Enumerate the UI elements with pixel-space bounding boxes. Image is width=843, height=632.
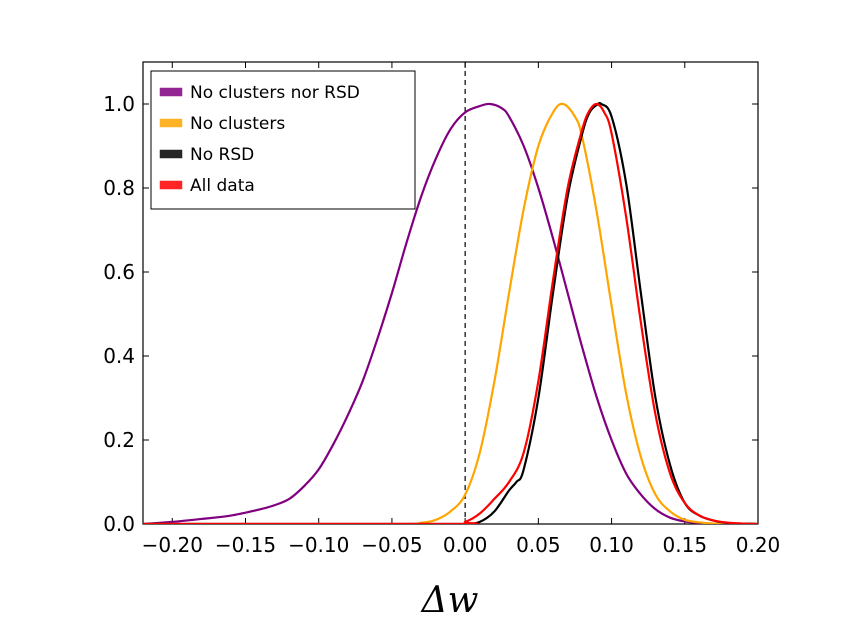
legend-swatch-all-data [159, 180, 183, 190]
legend-swatch-no-rsd [159, 149, 183, 159]
series-line-no-clusters-nor-rsd [143, 102, 758, 524]
y-tick-label: 0.8 [103, 176, 135, 200]
legend-label-no-clusters-nor-rsd: No clusters nor RSD [190, 83, 360, 103]
legend-label-no-rsd: No RSD [190, 145, 254, 165]
legend-label-no-clusters: No clusters [190, 114, 285, 134]
x-tick-label: −0.05 [361, 533, 422, 557]
legend-swatch-no-clusters-nor-rsd [159, 87, 183, 97]
x-tick-label: −0.15 [215, 533, 276, 557]
y-tick-label: 0.2 [103, 428, 135, 452]
x-tick-label: 0.00 [443, 533, 488, 557]
x-tick-label: 0.10 [589, 533, 634, 557]
x-tick-label: −0.10 [288, 533, 349, 557]
y-tick-label: 0.0 [103, 512, 135, 536]
y-tick-label: 0.4 [103, 344, 135, 368]
series-line-no-clusters [143, 102, 758, 524]
axis-tick-labels: −0.20 −0.15 −0.10 −0.05 0.00 0.05 0.10 0.15 0.20… [103, 92, 780, 557]
y-tick-label: 1.0 [103, 92, 135, 116]
x-tick-label: 0.20 [736, 533, 781, 557]
y-tick-label: 0.6 [103, 260, 135, 284]
legend: No clusters nor RSD No clusters No RSD All … [150, 70, 416, 210]
x-tick-label: −0.20 [142, 533, 203, 557]
x-tick-label: 0.15 [663, 533, 708, 557]
legend-label-all-data: All data [190, 176, 255, 196]
x-tick-label: 0.05 [516, 533, 561, 557]
legend-entries: No clusters nor RSD No clusters No RSD All … [159, 83, 360, 196]
legend-swatch-no-clusters [159, 118, 183, 128]
legend-box [150, 70, 416, 210]
x-axis-label: Δw [420, 580, 479, 621]
series-line-all-data [143, 102, 758, 524]
series-lines [143, 101, 758, 524]
